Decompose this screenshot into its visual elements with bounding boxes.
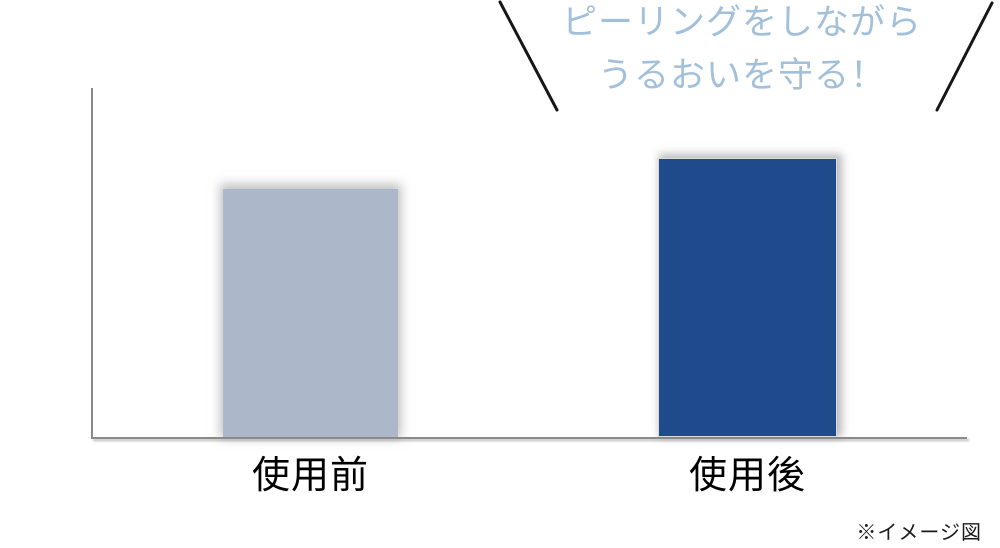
category-label-before: 使用前 — [251, 455, 369, 497]
bar-before-use — [223, 189, 398, 437]
x-axis — [91, 437, 967, 439]
image-disclaimer-note: ※イメージ図 — [856, 522, 982, 544]
headline-line2: うるおいを守る！ — [597, 56, 886, 95]
headline-line1: ピーリングをしながら — [561, 3, 922, 42]
headline: ピーリングをしながら うるおいを守る！ — [492, 0, 992, 102]
bar-after-use — [658, 158, 837, 437]
category-label-after: 使用後 — [688, 455, 806, 497]
y-axis — [91, 88, 93, 437]
